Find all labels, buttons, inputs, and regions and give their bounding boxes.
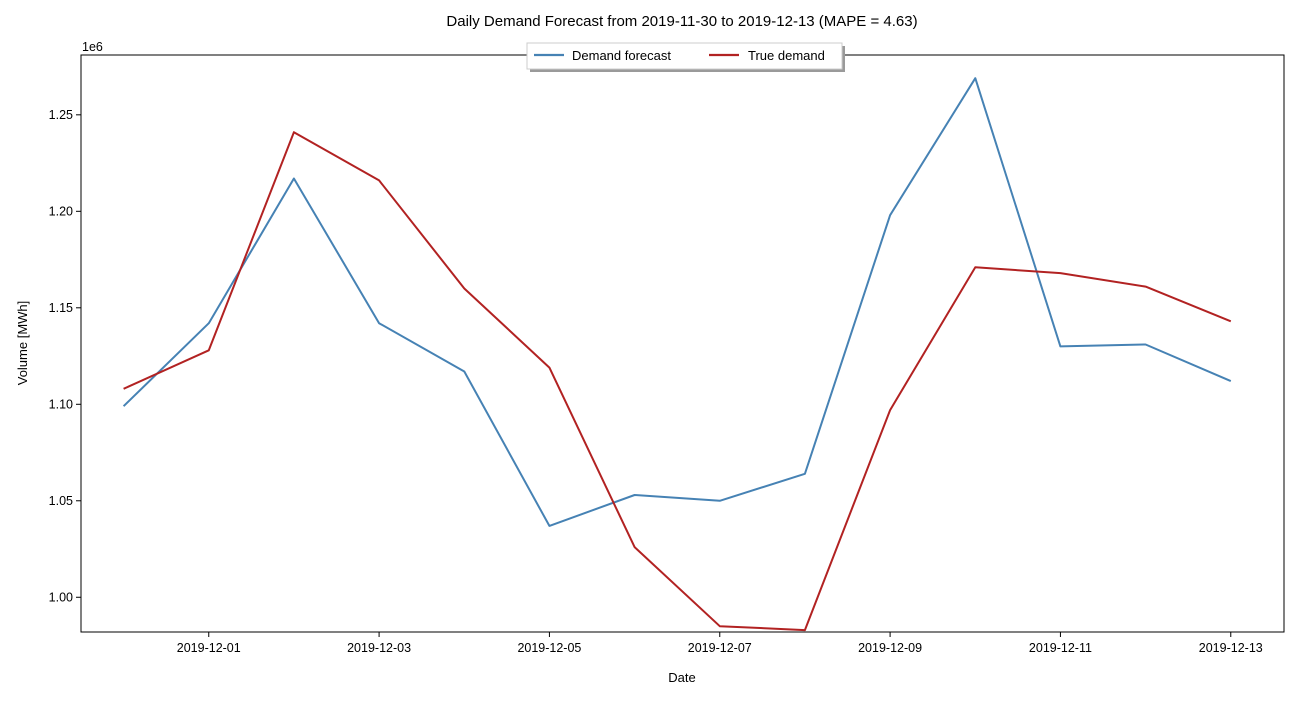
x-tick-label: 2019-12-07 [688,641,752,655]
chart-title: Daily Demand Forecast from 2019-11-30 to… [446,13,917,30]
y-tick-label: 1.25 [49,108,73,122]
series-layer [122,77,1232,632]
legend-label-forecast: Demand forecast [572,48,671,63]
x-axis-label: Date [668,670,695,685]
x-tick-label: 2019-12-01 [177,641,241,655]
y-axis: 1.00 1.05 1.10 1.15 1.20 1.25 [49,108,81,604]
x-tick-label: 2019-12-05 [517,641,581,655]
y-tick-label: 1.15 [49,301,73,315]
series-line-forecast [122,77,1232,527]
y-tick-label: 1.05 [49,494,73,508]
x-axis: 2019-12-01 2019-12-03 2019-12-05 2019-12-07… [177,632,1263,655]
plot-frame [80,54,1285,633]
y-tick-label: 1.10 [49,397,73,411]
legend-label-true: True demand [748,48,825,63]
legend-box [526,42,843,70]
x-tick-label: 2019-12-11 [1029,641,1092,655]
legend: Demand forecast True demand [526,42,845,72]
series-line-true [123,131,1232,632]
x-tick-label: 2019-12-09 [858,641,922,655]
x-tick-label: 2019-12-03 [347,641,411,655]
y-offset-label: 1e6 [82,40,103,54]
x-tick-label: 2019-12-13 [1199,641,1263,655]
y-axis-label: Volume [MWh] [15,301,30,386]
y-tick-label: 1.00 [49,590,73,604]
y-tick-label: 1.20 [49,204,73,218]
